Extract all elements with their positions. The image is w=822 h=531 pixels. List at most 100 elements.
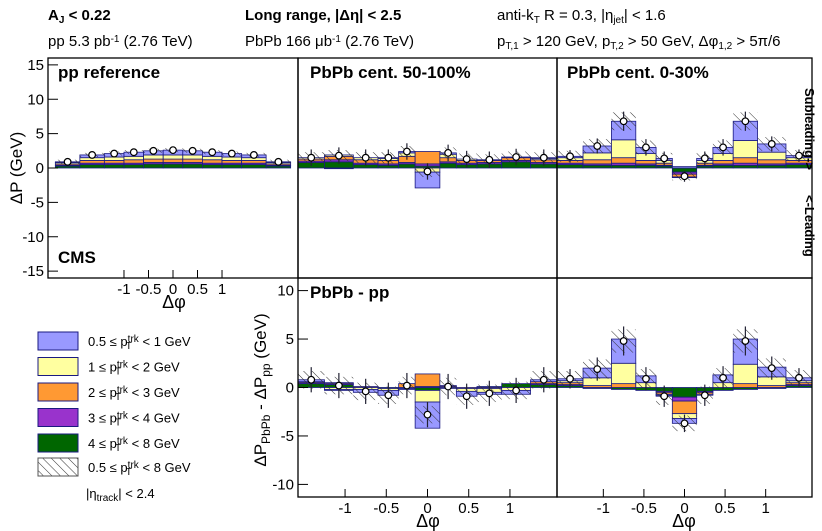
- bar-segment: [671, 396, 698, 402]
- bar-segment: [414, 151, 441, 165]
- x-tick-label: 0.5: [187, 281, 208, 298]
- y-tick-label: 10: [27, 91, 44, 108]
- data-point: [642, 374, 650, 383]
- t: < 1 GeV: [139, 334, 191, 349]
- t: 2 ≤ p: [88, 385, 117, 400]
- t: pp: [259, 363, 273, 377]
- t: < 8 GeV: [128, 436, 180, 451]
- data-point: [539, 153, 548, 162]
- bar-segment: [398, 163, 416, 169]
- t: < 0.22: [64, 7, 110, 24]
- bar-segment: [103, 160, 125, 164]
- data-point: [642, 143, 650, 152]
- bar-segment: [611, 157, 637, 164]
- t: J: [59, 15, 65, 26]
- data-point: [566, 152, 574, 161]
- legend-swatch: [37, 433, 79, 453]
- data-point: [700, 391, 709, 400]
- data-point: [539, 375, 548, 384]
- data-point: [619, 117, 628, 126]
- t: |η: [86, 486, 97, 501]
- x-tick-label: 1: [761, 500, 769, 517]
- t: (GeV): [251, 313, 270, 363]
- bar-segment: [79, 160, 105, 164]
- bar-segment: [182, 163, 203, 169]
- bar-segment: [732, 363, 758, 385]
- bar-segment: [143, 154, 164, 160]
- legend-label: 0.5 ≤ ptrk T < 1 GeV: [88, 334, 191, 353]
- bar-segment: [611, 362, 637, 385]
- bar-segment: [221, 156, 243, 161]
- cms-label: CMS: [58, 248, 96, 267]
- data-point: [63, 157, 72, 166]
- data-point: [423, 167, 432, 176]
- x-tick-label: 0.5: [715, 500, 736, 517]
- data-point: [149, 146, 158, 155]
- y-tick-label: 5: [36, 126, 44, 143]
- t: 0.5 ≤ p: [88, 334, 128, 349]
- t: T: [126, 341, 132, 352]
- bar-segment: [757, 151, 787, 161]
- bar-segment: [103, 156, 125, 161]
- y-tick-label: -5: [31, 194, 44, 211]
- panel-title: PbPb - pp: [310, 283, 389, 302]
- data-point: [700, 154, 709, 163]
- panel: [557, 326, 812, 433]
- data-point: [593, 142, 602, 150]
- t: T,2: [610, 41, 624, 52]
- bar-segment: [635, 160, 657, 165]
- x-axis-title: Δφ: [672, 511, 696, 531]
- bar-segment: [582, 152, 612, 161]
- panel: [557, 111, 812, 182]
- t: 1,2: [718, 41, 732, 52]
- data-point: [227, 149, 236, 158]
- t: R = 0.3, |η: [540, 7, 614, 24]
- bar-segment: [79, 164, 105, 169]
- bar-segment: [221, 164, 243, 169]
- bar-segment: [757, 159, 787, 165]
- data-point: [402, 381, 411, 390]
- header-text: anti-kT R = 0.3, |ηjet| < 1.6: [497, 7, 666, 26]
- data-point: [593, 365, 602, 373]
- data-point: [680, 419, 689, 428]
- t: (2.76 TeV): [341, 33, 414, 50]
- data-point: [249, 151, 258, 159]
- data-point: [680, 172, 689, 181]
- bar-segment: [712, 160, 734, 165]
- bar-segment: [123, 155, 144, 161]
- bar-segment: [611, 164, 637, 169]
- bar-segment: [635, 164, 657, 169]
- bar-segment: [582, 164, 612, 169]
- data-point: [307, 153, 316, 162]
- data-point: [741, 337, 750, 345]
- t: (2.76 TeV): [119, 33, 192, 50]
- data-point: [719, 143, 727, 152]
- t: T: [534, 15, 540, 26]
- data-point: [795, 373, 803, 382]
- header-text: Long range, |Δη| < 2.5: [245, 7, 401, 24]
- x-tick-label: -0.5: [373, 500, 399, 517]
- x-tick-label: 0: [423, 500, 431, 517]
- legend-note: |ηtrack| < 2.4: [86, 486, 155, 504]
- x-tick-label: -1: [117, 281, 130, 298]
- data-point: [334, 151, 343, 160]
- panel-title: PbPb cent. 0-30%: [567, 63, 709, 82]
- bar-segment: [143, 163, 164, 169]
- bar-segment: [712, 164, 734, 169]
- t: 4 ≤ p: [88, 436, 117, 451]
- x-tick-label: 0: [169, 281, 177, 298]
- data-point: [444, 382, 453, 391]
- header-text: pp 5.3 pb-1 (2.76 TeV): [48, 33, 193, 50]
- bar-segment: [582, 159, 612, 165]
- t: trk: [128, 334, 140, 345]
- data-point: [208, 148, 217, 157]
- data-point: [423, 410, 432, 419]
- data-point: [719, 373, 727, 382]
- data-point: [619, 337, 628, 345]
- data-point: [88, 151, 97, 159]
- data-point: [512, 153, 521, 161]
- x-tick-label: 0: [680, 500, 688, 517]
- bar-segment: [439, 162, 457, 169]
- y-tick-label: 15: [27, 57, 44, 74]
